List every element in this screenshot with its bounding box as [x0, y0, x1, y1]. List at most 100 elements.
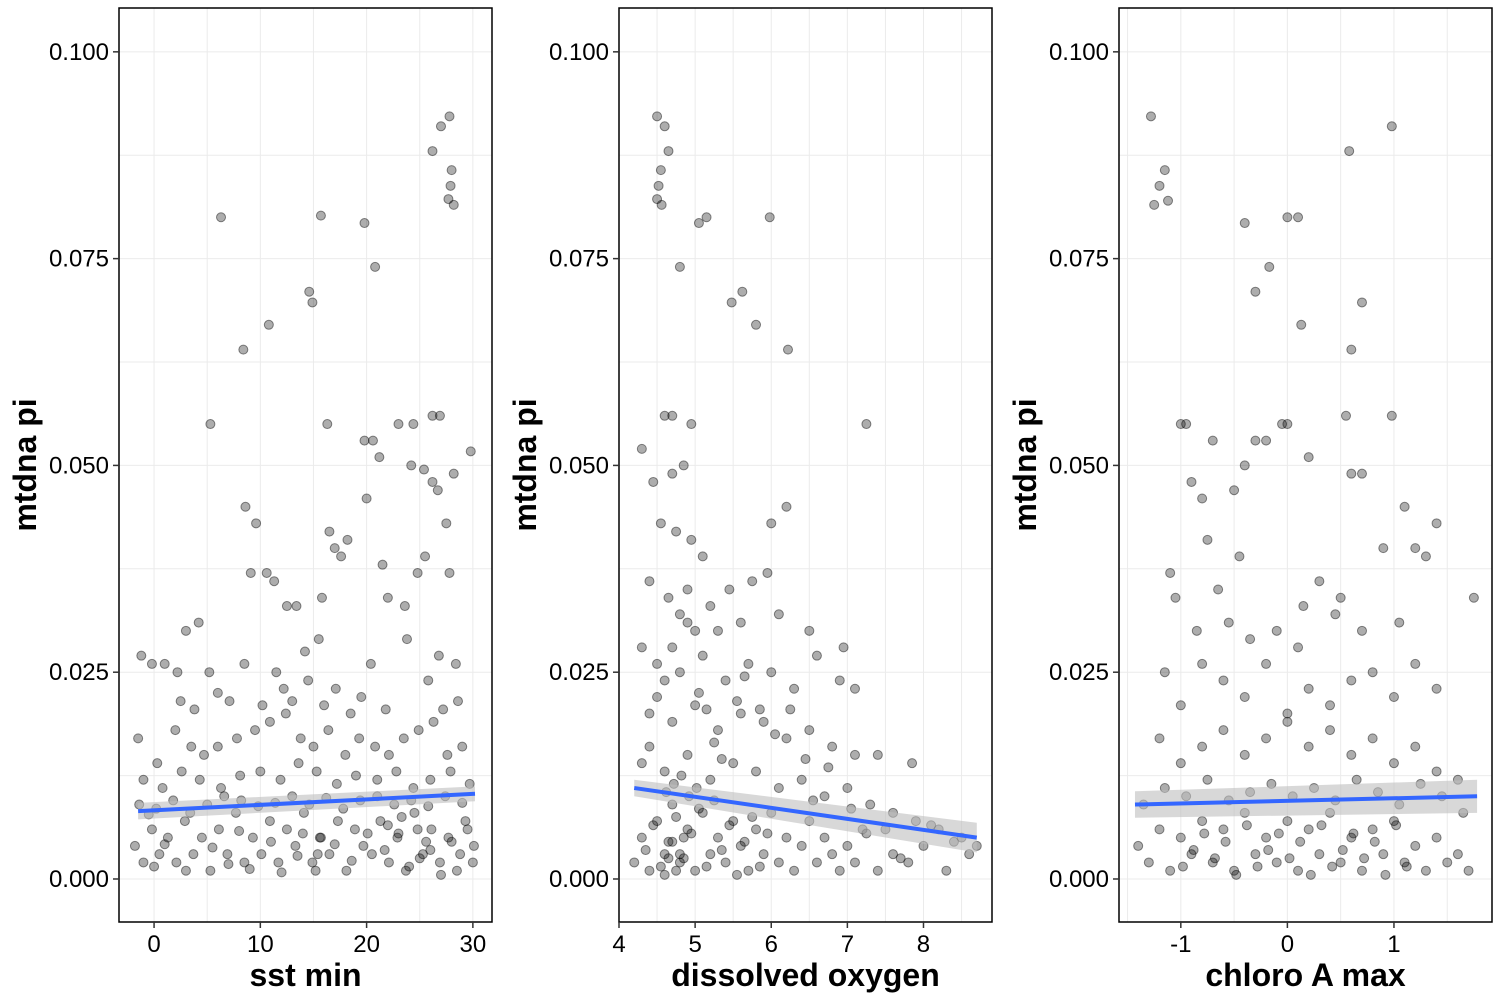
data-point [205, 419, 216, 430]
data-point [674, 849, 685, 860]
data-point [383, 857, 394, 868]
data-point [372, 774, 383, 785]
data-point [697, 650, 708, 661]
data-point [1197, 816, 1208, 827]
data-point [762, 567, 773, 578]
data-point [648, 820, 659, 831]
data-point [1386, 121, 1397, 132]
data-point [659, 410, 670, 421]
data-point [346, 855, 357, 866]
data-point [659, 869, 670, 880]
data-point [773, 857, 784, 868]
y-tick-label: 0.100 [549, 39, 609, 66]
data-point [1231, 869, 1242, 880]
data-point [421, 836, 432, 847]
data-point [1181, 419, 1192, 430]
data-point [1282, 419, 1293, 430]
data-point [152, 758, 163, 769]
data-point [438, 704, 449, 715]
data-point [468, 840, 479, 851]
data-point [1316, 820, 1327, 831]
data-point [311, 766, 322, 777]
x-tick-label: 6 [765, 931, 778, 958]
data-point [444, 567, 455, 578]
data-point [686, 534, 697, 545]
data-point [1282, 816, 1293, 827]
data-point [1394, 617, 1405, 628]
data-point [1277, 419, 1288, 430]
data-point [350, 770, 361, 781]
data-point [188, 849, 199, 860]
data-point [1298, 601, 1309, 612]
data-point [244, 864, 255, 875]
data-point [443, 194, 454, 205]
data-point [400, 865, 411, 876]
data-point [1186, 476, 1197, 487]
x-axis-title: sst min [249, 957, 361, 993]
data-point [796, 840, 807, 851]
data-point [1239, 692, 1250, 703]
data-point [1218, 725, 1229, 736]
data-point [1431, 683, 1442, 694]
data-point [804, 725, 815, 736]
trend-line [1134, 794, 1478, 807]
data-point [1149, 199, 1160, 210]
x-tick-label: 7 [841, 931, 854, 958]
data-points [129, 111, 479, 880]
data-point [189, 704, 200, 715]
data-point [428, 716, 439, 727]
data-point [1335, 857, 1346, 868]
y-tick-label: 0.025 [49, 659, 109, 686]
data-point [674, 667, 685, 678]
scatter-panel-sst-min: 0 10 20 30 0.000 0.025 0.050 0.075 0.100 sst min m… [7, 7, 493, 993]
data-point [377, 559, 388, 570]
x-axis-title: chloro A max [1205, 957, 1406, 993]
data-point [1399, 857, 1410, 868]
x-tick-label: -1 [1170, 931, 1191, 958]
data-point [307, 857, 318, 868]
data-point [1165, 865, 1176, 876]
data-point [781, 733, 792, 744]
data-point [465, 446, 476, 457]
data-point [412, 567, 423, 578]
x-tick-label: 8 [917, 931, 930, 958]
data-point [1245, 634, 1256, 645]
data-point [257, 700, 268, 711]
data-point [1431, 766, 1442, 777]
data-point [146, 658, 157, 669]
data-point [278, 683, 289, 694]
data-point [762, 828, 773, 839]
data-point [1199, 828, 1210, 839]
data-point [231, 733, 242, 744]
data-point [667, 642, 678, 653]
gridlines [1119, 8, 1492, 922]
data-point [1261, 658, 1272, 669]
x-tick-label: 0 [1281, 931, 1294, 958]
data-point [872, 749, 883, 760]
data-point [701, 212, 712, 223]
data-point [655, 861, 666, 872]
data-point [324, 526, 335, 537]
y-tick-label: 0.050 [1049, 452, 1109, 479]
data-point [636, 832, 647, 843]
data-point [239, 857, 250, 868]
data-point [441, 518, 452, 529]
data-point [194, 774, 205, 785]
data-point [445, 766, 456, 777]
data-point [1378, 849, 1389, 860]
data-point [726, 297, 737, 308]
data-point [1420, 551, 1431, 562]
data-point [1229, 865, 1240, 876]
data-point [667, 410, 678, 421]
data-point [1303, 741, 1314, 752]
data-point [375, 816, 386, 827]
data-point [404, 861, 415, 872]
data-point [336, 551, 347, 562]
data-point [1175, 832, 1186, 843]
gridlines [119, 8, 492, 922]
data-point [149, 861, 160, 872]
data-point [652, 111, 663, 122]
data-point [222, 849, 233, 860]
y-axis-title: mtdna pi [7, 398, 43, 531]
data-point [316, 592, 327, 603]
